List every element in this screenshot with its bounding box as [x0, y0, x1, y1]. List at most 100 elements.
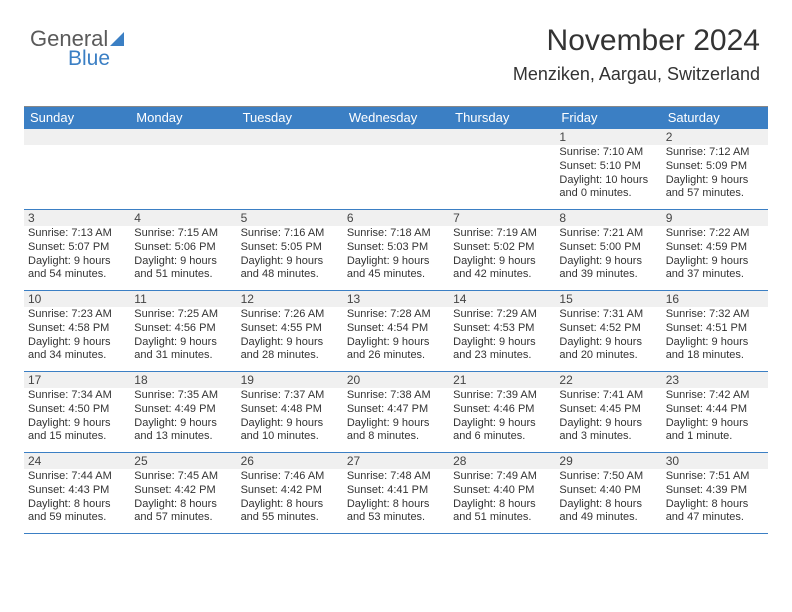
day-cell: [237, 129, 343, 209]
day-cell: 16Sunrise: 7:32 AMSunset: 4:51 PMDayligh…: [662, 291, 768, 371]
day-cell: 27Sunrise: 7:48 AMSunset: 4:41 PMDayligh…: [343, 453, 449, 533]
day-cell: 9Sunrise: 7:22 AMSunset: 4:59 PMDaylight…: [662, 210, 768, 290]
day-body: Sunrise: 7:16 AMSunset: 5:05 PMDaylight:…: [237, 226, 343, 285]
daylight-text: Daylight: 9 hours and 37 minutes.: [666, 255, 764, 283]
day-number: 5: [237, 210, 343, 226]
sunrise-text: Sunrise: 7:25 AM: [134, 308, 232, 322]
sunset-text: Sunset: 5:05 PM: [241, 241, 339, 255]
sunset-text: Sunset: 4:47 PM: [347, 403, 445, 417]
sunrise-text: Sunrise: 7:18 AM: [347, 227, 445, 241]
day-body: Sunrise: 7:34 AMSunset: 4:50 PMDaylight:…: [24, 388, 130, 447]
day-cell: 2Sunrise: 7:12 AMSunset: 5:09 PMDaylight…: [662, 129, 768, 209]
sunrise-text: Sunrise: 7:29 AM: [453, 308, 551, 322]
month-title: November 2024: [513, 24, 760, 58]
day-body: Sunrise: 7:21 AMSunset: 5:00 PMDaylight:…: [555, 226, 661, 285]
week-row: 17Sunrise: 7:34 AMSunset: 4:50 PMDayligh…: [24, 372, 768, 453]
day-cell: 10Sunrise: 7:23 AMSunset: 4:58 PMDayligh…: [24, 291, 130, 371]
day-body: Sunrise: 7:46 AMSunset: 4:42 PMDaylight:…: [237, 469, 343, 528]
sunset-text: Sunset: 5:07 PM: [28, 241, 126, 255]
day-cell: 25Sunrise: 7:45 AMSunset: 4:42 PMDayligh…: [130, 453, 236, 533]
daylight-text: Daylight: 9 hours and 8 minutes.: [347, 417, 445, 445]
daylight-text: Daylight: 9 hours and 31 minutes.: [134, 336, 232, 364]
day-number: 30: [662, 453, 768, 469]
day-number: 21: [449, 372, 555, 388]
day-body: Sunrise: 7:12 AMSunset: 5:09 PMDaylight:…: [662, 145, 768, 204]
day-body: Sunrise: 7:23 AMSunset: 4:58 PMDaylight:…: [24, 307, 130, 366]
sunrise-text: Sunrise: 7:19 AM: [453, 227, 551, 241]
daylight-text: Daylight: 9 hours and 20 minutes.: [559, 336, 657, 364]
day-number: 20: [343, 372, 449, 388]
daylight-text: Daylight: 9 hours and 48 minutes.: [241, 255, 339, 283]
day-number: 1: [555, 129, 661, 145]
sunset-text: Sunset: 4:51 PM: [666, 322, 764, 336]
sunrise-text: Sunrise: 7:32 AM: [666, 308, 764, 322]
daylight-text: Daylight: 8 hours and 53 minutes.: [347, 498, 445, 526]
day-number: 12: [237, 291, 343, 307]
day-cell: 14Sunrise: 7:29 AMSunset: 4:53 PMDayligh…: [449, 291, 555, 371]
sunset-text: Sunset: 4:49 PM: [134, 403, 232, 417]
daylight-text: Daylight: 9 hours and 42 minutes.: [453, 255, 551, 283]
weekday-header: Tuesday: [237, 107, 343, 129]
sunrise-text: Sunrise: 7:23 AM: [28, 308, 126, 322]
day-number: 14: [449, 291, 555, 307]
day-body: Sunrise: 7:50 AMSunset: 4:40 PMDaylight:…: [555, 469, 661, 528]
day-number: 26: [237, 453, 343, 469]
day-cell: 15Sunrise: 7:31 AMSunset: 4:52 PMDayligh…: [555, 291, 661, 371]
week-row: 10Sunrise: 7:23 AMSunset: 4:58 PMDayligh…: [24, 291, 768, 372]
day-body: Sunrise: 7:22 AMSunset: 4:59 PMDaylight:…: [662, 226, 768, 285]
sunrise-text: Sunrise: 7:10 AM: [559, 146, 657, 160]
day-cell: 12Sunrise: 7:26 AMSunset: 4:55 PMDayligh…: [237, 291, 343, 371]
daylight-text: Daylight: 9 hours and 39 minutes.: [559, 255, 657, 283]
daylight-text: Daylight: 9 hours and 54 minutes.: [28, 255, 126, 283]
sunset-text: Sunset: 4:48 PM: [241, 403, 339, 417]
day-body: Sunrise: 7:28 AMSunset: 4:54 PMDaylight:…: [343, 307, 449, 366]
sunrise-text: Sunrise: 7:49 AM: [453, 470, 551, 484]
day-cell: 11Sunrise: 7:25 AMSunset: 4:56 PMDayligh…: [130, 291, 236, 371]
daylight-text: Daylight: 9 hours and 6 minutes.: [453, 417, 551, 445]
day-number: 4: [130, 210, 236, 226]
day-number: 28: [449, 453, 555, 469]
daylight-text: Daylight: 9 hours and 28 minutes.: [241, 336, 339, 364]
day-number: 17: [24, 372, 130, 388]
daylight-text: Daylight: 9 hours and 51 minutes.: [134, 255, 232, 283]
day-body: Sunrise: 7:35 AMSunset: 4:49 PMDaylight:…: [130, 388, 236, 447]
week-row: 24Sunrise: 7:44 AMSunset: 4:43 PMDayligh…: [24, 453, 768, 534]
sunrise-text: Sunrise: 7:35 AM: [134, 389, 232, 403]
day-cell: 26Sunrise: 7:46 AMSunset: 4:42 PMDayligh…: [237, 453, 343, 533]
daylight-text: Daylight: 9 hours and 10 minutes.: [241, 417, 339, 445]
daylight-text: Daylight: 9 hours and 23 minutes.: [453, 336, 551, 364]
day-number: [24, 129, 130, 145]
sunset-text: Sunset: 4:41 PM: [347, 484, 445, 498]
sunset-text: Sunset: 5:06 PM: [134, 241, 232, 255]
daylight-text: Daylight: 9 hours and 57 minutes.: [666, 174, 764, 202]
day-cell: 17Sunrise: 7:34 AMSunset: 4:50 PMDayligh…: [24, 372, 130, 452]
day-number: 22: [555, 372, 661, 388]
week-row: 1Sunrise: 7:10 AMSunset: 5:10 PMDaylight…: [24, 129, 768, 210]
sunset-text: Sunset: 4:53 PM: [453, 322, 551, 336]
day-number: 13: [343, 291, 449, 307]
sunrise-text: Sunrise: 7:51 AM: [666, 470, 764, 484]
logo-text-2: Blue: [68, 48, 124, 69]
day-number: 6: [343, 210, 449, 226]
day-cell: 22Sunrise: 7:41 AMSunset: 4:45 PMDayligh…: [555, 372, 661, 452]
day-body: Sunrise: 7:45 AMSunset: 4:42 PMDaylight:…: [130, 469, 236, 528]
day-cell: 20Sunrise: 7:38 AMSunset: 4:47 PMDayligh…: [343, 372, 449, 452]
sunrise-text: Sunrise: 7:12 AM: [666, 146, 764, 160]
day-number: 2: [662, 129, 768, 145]
daylight-text: Daylight: 9 hours and 1 minute.: [666, 417, 764, 445]
day-cell: 13Sunrise: 7:28 AMSunset: 4:54 PMDayligh…: [343, 291, 449, 371]
sunset-text: Sunset: 4:45 PM: [559, 403, 657, 417]
daylight-text: Daylight: 8 hours and 47 minutes.: [666, 498, 764, 526]
logo-triangle-icon: [110, 32, 124, 46]
day-cell: [343, 129, 449, 209]
day-cell: 24Sunrise: 7:44 AMSunset: 4:43 PMDayligh…: [24, 453, 130, 533]
day-number: 11: [130, 291, 236, 307]
sunrise-text: Sunrise: 7:15 AM: [134, 227, 232, 241]
sunset-text: Sunset: 4:42 PM: [134, 484, 232, 498]
day-cell: 19Sunrise: 7:37 AMSunset: 4:48 PMDayligh…: [237, 372, 343, 452]
daylight-text: Daylight: 9 hours and 15 minutes.: [28, 417, 126, 445]
day-cell: 28Sunrise: 7:49 AMSunset: 4:40 PMDayligh…: [449, 453, 555, 533]
day-number: 29: [555, 453, 661, 469]
sunrise-text: Sunrise: 7:42 AM: [666, 389, 764, 403]
day-body: [24, 145, 130, 149]
